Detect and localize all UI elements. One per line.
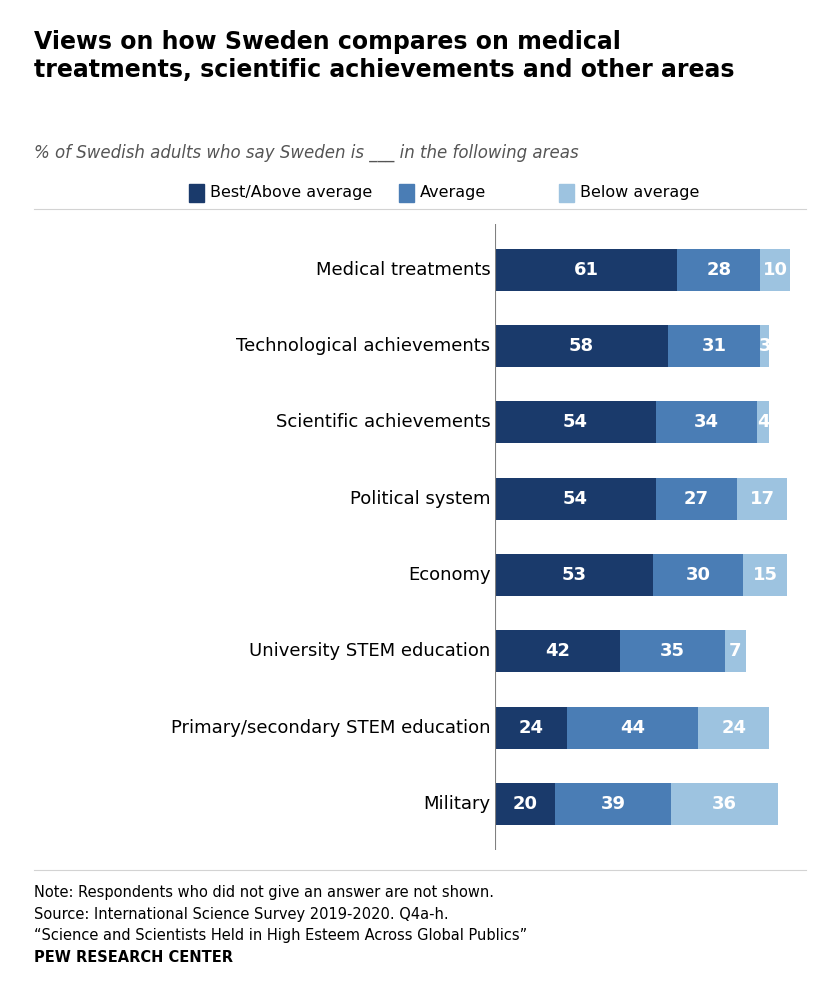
Bar bbox=[698, 707, 769, 748]
Text: Below average: Below average bbox=[580, 185, 699, 201]
Text: 10: 10 bbox=[763, 260, 788, 278]
Text: 35: 35 bbox=[660, 642, 685, 660]
Text: 34: 34 bbox=[695, 414, 719, 431]
Bar bbox=[725, 630, 746, 672]
Bar bbox=[656, 477, 737, 520]
Text: PEW RESEARCH CENTER: PEW RESEARCH CENTER bbox=[34, 950, 233, 965]
Text: 15: 15 bbox=[753, 566, 778, 583]
Bar bbox=[758, 402, 769, 443]
Text: % of Swedish adults who say Sweden is ___ in the following areas: % of Swedish adults who say Sweden is __… bbox=[34, 144, 578, 162]
Bar bbox=[671, 783, 779, 825]
Text: 27: 27 bbox=[684, 490, 709, 508]
Text: University STEM education: University STEM education bbox=[249, 642, 491, 660]
Bar bbox=[495, 248, 677, 290]
Text: 24: 24 bbox=[721, 719, 746, 737]
Text: 54: 54 bbox=[563, 490, 588, 508]
Text: Technological achievements: Technological achievements bbox=[236, 337, 491, 355]
Text: Source: International Science Survey 2019-2020. Q4a-h.: Source: International Science Survey 201… bbox=[34, 907, 449, 921]
Bar bbox=[495, 707, 567, 748]
Bar bbox=[760, 325, 769, 367]
Bar bbox=[495, 402, 656, 443]
Text: 44: 44 bbox=[620, 719, 645, 737]
Bar bbox=[743, 554, 787, 596]
Text: Political system: Political system bbox=[350, 490, 491, 508]
Text: 53: 53 bbox=[562, 566, 586, 583]
Text: 61: 61 bbox=[574, 260, 598, 278]
Text: 17: 17 bbox=[749, 490, 774, 508]
Text: Best/Above average: Best/Above average bbox=[210, 185, 372, 201]
Text: Average: Average bbox=[420, 185, 486, 201]
Text: 39: 39 bbox=[601, 795, 625, 813]
Text: Primary/secondary STEM education: Primary/secondary STEM education bbox=[171, 719, 491, 737]
Text: 31: 31 bbox=[701, 337, 727, 355]
Text: 24: 24 bbox=[518, 719, 543, 737]
Bar bbox=[495, 477, 656, 520]
Bar bbox=[677, 248, 760, 290]
Text: Note: Respondents who did not give an answer are not shown.: Note: Respondents who did not give an an… bbox=[34, 885, 494, 900]
Text: 4: 4 bbox=[757, 414, 769, 431]
Text: 42: 42 bbox=[545, 642, 570, 660]
Text: 7: 7 bbox=[729, 642, 742, 660]
Text: Military: Military bbox=[423, 795, 491, 813]
Text: Scientific achievements: Scientific achievements bbox=[276, 414, 491, 431]
Text: 20: 20 bbox=[512, 795, 538, 813]
Text: Medical treatments: Medical treatments bbox=[316, 260, 491, 278]
Text: “Science and Scientists Held in High Esteem Across Global Publics”: “Science and Scientists Held in High Est… bbox=[34, 928, 527, 943]
Text: 58: 58 bbox=[569, 337, 594, 355]
Bar bbox=[495, 630, 620, 672]
Bar bbox=[668, 325, 760, 367]
Bar bbox=[737, 477, 787, 520]
Bar bbox=[656, 402, 758, 443]
Bar bbox=[495, 325, 668, 367]
Text: 3: 3 bbox=[759, 337, 771, 355]
Text: 36: 36 bbox=[712, 795, 738, 813]
Bar bbox=[554, 783, 671, 825]
Text: 28: 28 bbox=[706, 260, 732, 278]
Text: Views on how Sweden compares on medical
treatments, scientific achievements and : Views on how Sweden compares on medical … bbox=[34, 30, 734, 82]
Text: Economy: Economy bbox=[408, 566, 491, 583]
Bar bbox=[495, 554, 653, 596]
Bar bbox=[760, 248, 790, 290]
Bar bbox=[653, 554, 743, 596]
Text: 30: 30 bbox=[685, 566, 711, 583]
Bar bbox=[567, 707, 698, 748]
Bar bbox=[495, 783, 554, 825]
Bar bbox=[620, 630, 725, 672]
Text: 54: 54 bbox=[563, 414, 588, 431]
